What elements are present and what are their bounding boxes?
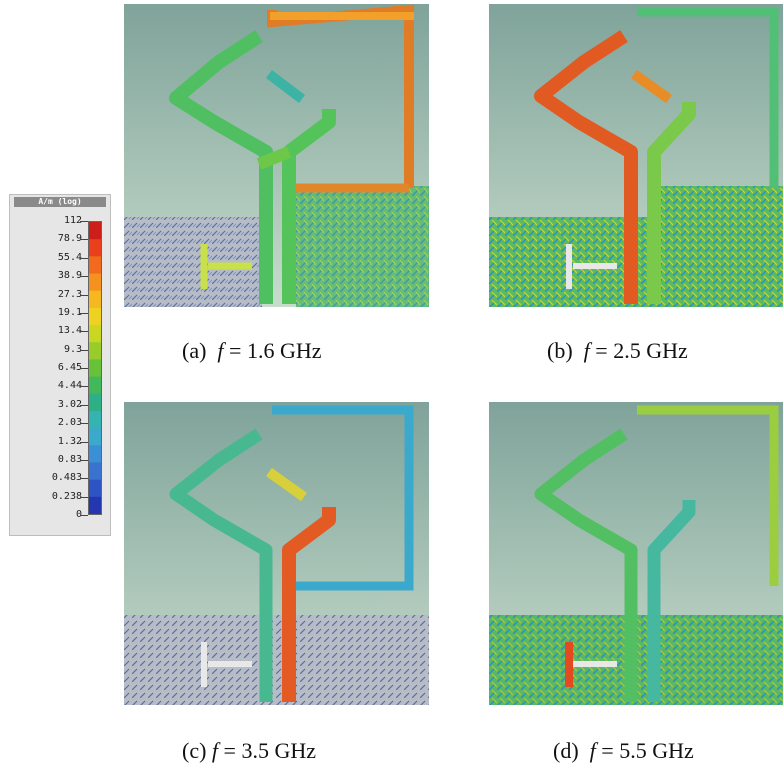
legend-tick-label: 55.4	[57, 251, 82, 263]
legend-tick-label: 2.03	[57, 417, 82, 429]
legend-tick-label: 0	[75, 509, 82, 520]
legend-color-stripe	[89, 410, 101, 429]
legend-tick-mark	[80, 221, 88, 222]
legend-color-stripe	[89, 359, 101, 378]
legend-tick-mark	[80, 312, 88, 314]
legend-tick-label: 38.9	[57, 270, 82, 282]
legend-color-stripe	[89, 222, 101, 240]
legend-color-stripe	[89, 325, 101, 343]
legend-tick-mark	[80, 459, 88, 461]
legend-color-stripe	[89, 428, 101, 446]
caption-c: (c) f = 3.5 GHz	[182, 738, 316, 763]
legend-tick-mark	[80, 496, 88, 498]
legend-color-stripe	[89, 273, 101, 292]
legend-tick-mark	[80, 386, 88, 388]
legend-colorbar	[88, 221, 102, 515]
caption-a: (a) f = 1.6 GHz	[182, 338, 322, 363]
legend-tick-mark	[80, 515, 88, 516]
legend-tick-mark	[80, 349, 88, 351]
caption-d: (d) f = 5.5 GHz	[553, 738, 694, 763]
legend-color-stripe	[89, 256, 101, 275]
legend-tick-mark	[80, 239, 88, 241]
legend-tick-mark	[80, 276, 88, 278]
legend-tick-label: 78.9	[57, 233, 82, 245]
color-legend: A/m (log) 112 78.9 55.4 38.9 27.3 19.1 13.4 9.3…	[9, 194, 111, 536]
legend-tick-mark	[80, 257, 88, 259]
legend-color-stripe	[89, 445, 101, 463]
legend-tick-label: 0.238	[51, 490, 82, 502]
legend-color-stripe	[89, 479, 101, 498]
legend-color-stripe	[89, 496, 101, 514]
legend-tick-label: 19.1	[57, 306, 82, 318]
legend-tick-mark	[80, 368, 88, 369]
legend-tick-label: 1.32	[57, 435, 82, 447]
legend-tick-mark	[80, 441, 88, 443]
panel-a-current-map	[124, 4, 429, 307]
legend-color-stripe	[89, 239, 101, 257]
legend-tick-mark	[80, 294, 88, 296]
legend-tick-label: 112	[63, 215, 82, 226]
panel-b-current-map	[489, 4, 783, 307]
legend-tick-label: 0.483	[51, 472, 82, 484]
legend-tick-mark	[80, 423, 88, 425]
legend-tick-label: 27.3	[57, 288, 82, 300]
legend-tick-mark	[80, 478, 88, 480]
legend-tick-label: 0.83	[57, 453, 82, 465]
legend-color-stripe	[89, 376, 101, 395]
legend-unit: A/m (log)	[14, 197, 106, 207]
legend-color-stripe	[89, 393, 101, 412]
caption-b: (b) f = 2.5 GHz	[547, 338, 688, 363]
legend-tick-mark	[80, 331, 88, 333]
legend-tick-mark	[80, 404, 88, 406]
legend-color-stripe	[89, 290, 101, 309]
panel-d-current-map	[489, 402, 783, 705]
legend-tick-label: 4.44	[57, 380, 82, 392]
legend-tick-label: 6.45	[57, 362, 82, 373]
legend-color-stripe	[89, 462, 101, 481]
panel-c-current-map	[124, 402, 429, 705]
legend-color-stripe	[89, 307, 101, 326]
legend-color-stripe	[89, 342, 101, 360]
legend-tick-label: 13.4	[57, 325, 82, 337]
legend-tick-label: 9.3	[63, 343, 82, 355]
legend-tick-label: 3.02	[57, 398, 82, 410]
